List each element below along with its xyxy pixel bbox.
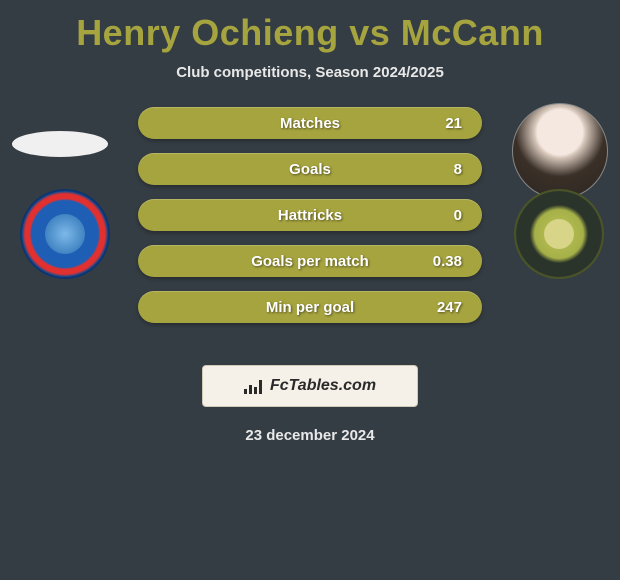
brand-box: FcTables.com	[202, 365, 418, 407]
subtitle: Club competitions, Season 2024/2025	[0, 64, 620, 81]
comparison-area: Matches 21 Goals 8 Hattricks 0 Goals per…	[0, 111, 620, 351]
bar-chart-icon	[244, 378, 264, 394]
stat-value-right: 8	[454, 161, 462, 178]
stat-bar-matches: Matches 21	[138, 107, 482, 139]
stat-value-right: 21	[445, 115, 462, 132]
stat-bars: Matches 21 Goals 8 Hattricks 0 Goals per…	[138, 107, 482, 337]
stat-label: Goals per match	[251, 253, 369, 270]
stat-value-right: 0	[454, 207, 462, 224]
stat-label: Min per goal	[266, 299, 354, 316]
club-left-badge	[20, 189, 110, 279]
stat-label: Hattricks	[278, 207, 342, 224]
player-left-avatar	[12, 131, 108, 157]
date-label: 23 december 2024	[0, 427, 620, 444]
stat-bar-min-per-goal: Min per goal 247	[138, 291, 482, 323]
stat-value-right: 247	[437, 299, 462, 316]
brand-logo: FcTables.com	[244, 377, 376, 395]
player-right-avatar	[512, 103, 608, 199]
stat-bar-goals-per-match: Goals per match 0.38	[138, 245, 482, 277]
club-right-badge	[514, 189, 604, 279]
stat-label: Matches	[280, 115, 340, 132]
brand-name: FcTables.com	[270, 377, 376, 395]
page-title: Henry Ochieng vs McCann	[0, 0, 620, 54]
stat-bar-goals: Goals 8	[138, 153, 482, 185]
stat-value-right: 0.38	[433, 253, 462, 270]
stat-bar-hattricks: Hattricks 0	[138, 199, 482, 231]
stat-label: Goals	[289, 161, 331, 178]
